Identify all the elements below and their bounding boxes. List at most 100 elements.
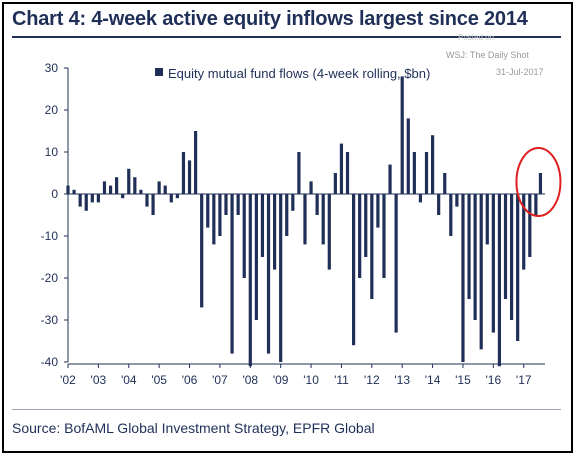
bar — [394, 194, 398, 333]
y-tick-label: -20 — [41, 271, 59, 285]
y-tick-label: -10 — [41, 229, 59, 243]
bar — [455, 194, 459, 207]
y-tick-label: 10 — [45, 145, 59, 159]
bar — [218, 194, 222, 236]
bar — [242, 194, 246, 278]
x-tick-label: '11 — [334, 373, 349, 387]
bar — [522, 194, 526, 270]
bar — [212, 194, 216, 245]
bar — [303, 194, 307, 245]
bar — [497, 194, 502, 367]
bar — [461, 194, 465, 362]
bar — [321, 194, 325, 245]
bar — [285, 194, 289, 236]
x-tick-label: '03 — [91, 373, 107, 387]
x-tick-label: '10 — [303, 373, 319, 387]
x-tick-label: '09 — [273, 373, 289, 387]
bar — [133, 177, 137, 194]
y-tick-label: 20 — [45, 103, 59, 117]
bar — [351, 194, 356, 346]
bar — [534, 194, 538, 215]
bar — [437, 194, 441, 215]
x-tick-label: '07 — [212, 373, 228, 387]
bar — [333, 173, 337, 194]
bar — [175, 194, 179, 199]
bar — [339, 143, 344, 194]
x-tick-label: '02 — [60, 373, 76, 387]
bar — [194, 131, 198, 194]
bar — [376, 194, 380, 228]
bar — [206, 194, 210, 228]
x-tick-label: '06 — [182, 373, 198, 387]
bar — [145, 194, 149, 207]
x-tick-label: '14 — [425, 373, 441, 387]
bar — [151, 194, 155, 215]
bar — [90, 194, 94, 203]
legend: Equity mutual fund flows (4-week rolling… — [155, 66, 430, 81]
bar — [443, 173, 447, 194]
bar — [467, 194, 471, 299]
bar — [66, 185, 70, 194]
bar — [181, 152, 186, 194]
bar — [538, 173, 543, 194]
y-tick-label: -40 — [41, 355, 59, 369]
bar-series — [66, 76, 543, 367]
bar — [200, 194, 204, 308]
watermark-date: 31-Jul-2017 — [496, 67, 544, 77]
source-note: Source: BofAML Global Investment Strateg… — [12, 420, 375, 436]
bar — [509, 194, 514, 320]
bar — [503, 194, 508, 299]
bar — [406, 118, 410, 194]
bar — [430, 135, 435, 194]
bar — [449, 194, 453, 236]
bar — [254, 194, 258, 320]
bar — [115, 177, 119, 194]
bar — [157, 181, 161, 194]
bar — [315, 194, 319, 215]
highlight-circle — [515, 147, 562, 217]
bar — [358, 194, 362, 278]
bar — [491, 194, 495, 333]
bar — [102, 181, 107, 194]
bar — [400, 76, 404, 194]
bar — [108, 185, 113, 194]
bar — [224, 194, 228, 215]
bar — [260, 194, 265, 257]
y-axis: -40 -30 -20 -10 0 10 20 30 — [41, 61, 69, 369]
bar — [127, 168, 131, 194]
bar — [169, 194, 173, 203]
x-tick-label: '15 — [455, 373, 471, 387]
bar — [345, 152, 350, 194]
bar — [528, 194, 532, 257]
x-tick-label: '13 — [394, 373, 410, 387]
x-tick-label: '16 — [486, 373, 502, 387]
bar — [485, 194, 489, 245]
y-tick-label: 0 — [51, 187, 58, 201]
bar — [516, 194, 520, 341]
bar — [121, 194, 125, 199]
bar — [272, 194, 277, 270]
bar — [418, 194, 423, 203]
y-tick-label: 30 — [45, 61, 59, 75]
bar — [424, 152, 429, 194]
bar — [248, 194, 252, 367]
bar — [364, 194, 368, 257]
bar — [163, 185, 167, 194]
bar — [291, 194, 295, 211]
x-tick-label: '05 — [151, 373, 167, 387]
bar — [96, 194, 100, 203]
x-tick-label: '04 — [121, 373, 137, 387]
bar — [412, 152, 416, 194]
legend-label: Equity mutual fund flows (4-week rolling… — [168, 66, 430, 81]
bar — [388, 164, 392, 194]
bar — [279, 194, 283, 362]
bar — [297, 152, 301, 194]
bar — [84, 194, 88, 211]
chart-title: Chart 4: 4-week active equity inflows la… — [12, 8, 528, 30]
bar — [309, 181, 313, 194]
bar — [236, 194, 240, 215]
watermark-posted: Posted on — [458, 33, 495, 42]
bar — [230, 194, 234, 354]
x-tick-label: '12 — [364, 373, 380, 387]
bar — [473, 194, 477, 320]
